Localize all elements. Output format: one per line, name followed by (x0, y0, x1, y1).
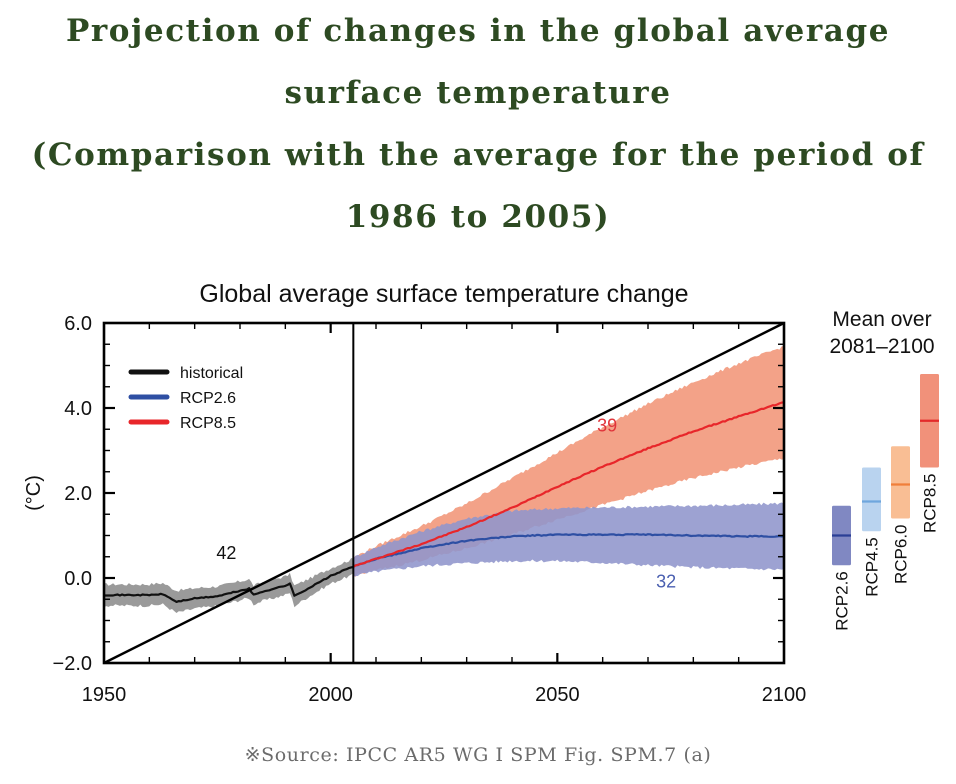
range-bar-rcp60 (891, 446, 910, 519)
band-rcp85 (353, 346, 784, 577)
reference-diagonal-line (103, 321, 785, 665)
y-tick-label: 0.0 (64, 568, 92, 590)
x-tick-label: 2050 (535, 684, 580, 706)
title-line: Projection of changes in the global aver… (65, 13, 891, 49)
y-axis-label: (°C) (23, 475, 45, 511)
title-line: (Comparison with the average for the per… (31, 137, 925, 173)
bar-label-rcp60: RCP6.0 (892, 525, 911, 585)
x-tick-label: 1950 (82, 684, 127, 706)
legend: historical RCP2.6 RCP8.5 (128, 365, 243, 432)
model-count-rcp26: 32 (656, 571, 676, 591)
uncertainty-bands (104, 346, 784, 613)
model-count-historical: 42 (216, 543, 236, 563)
side-panel-title: Mean over (832, 308, 931, 331)
legend-label: RCP8.5 (180, 415, 236, 432)
page-title: Projection of changes in the global aver… (0, 0, 956, 248)
x-tick-label: 2000 (308, 684, 353, 706)
legend-label: RCP2.6 (180, 390, 236, 407)
model-count-labels: 42 32 39 (216, 415, 676, 591)
y-tick-label: −2.0 (53, 653, 92, 675)
source-citation: ※Source: IPCC AR5 WG I SPM Fig. SPM.7 (a… (244, 744, 712, 766)
y-tick-label: 2.0 (64, 483, 92, 505)
bar-label-rcp85: RCP8.5 (921, 474, 940, 534)
bar-label-rcp26: RCP2.6 (833, 571, 852, 631)
series-lines (103, 321, 785, 665)
y-tick-label: 6.0 (64, 313, 92, 335)
line-historical (104, 565, 354, 603)
chart-title: Global average surface temperature chang… (199, 280, 688, 308)
mean-2081-2100-panel: Mean over 2081–2100 RCP2.6 RCP4.5 RCP6.0 RC… (829, 308, 939, 631)
bar-label-rcp45: RCP4.5 (863, 537, 882, 597)
band-rcp26 (353, 502, 784, 577)
title-line: surface temperature (284, 75, 672, 111)
model-count-rcp85: 39 (597, 415, 617, 435)
side-panel-title: 2081–2100 (829, 335, 934, 358)
x-tick-label: 2100 (762, 684, 807, 706)
line-rcp26 (352, 533, 785, 568)
tick-labels: 1950 2000 2050 2100 −2.0 0.0 2.0 4.0 6.0 (53, 313, 807, 706)
band-historical (104, 558, 354, 613)
range-bar-rcp45 (862, 467, 881, 532)
y-tick-label: 4.0 (64, 398, 92, 420)
axes (102, 321, 786, 665)
line-rcp85 (352, 401, 785, 568)
legend-label: historical (180, 365, 243, 382)
title-line: 1986 to 2005) (345, 199, 611, 235)
